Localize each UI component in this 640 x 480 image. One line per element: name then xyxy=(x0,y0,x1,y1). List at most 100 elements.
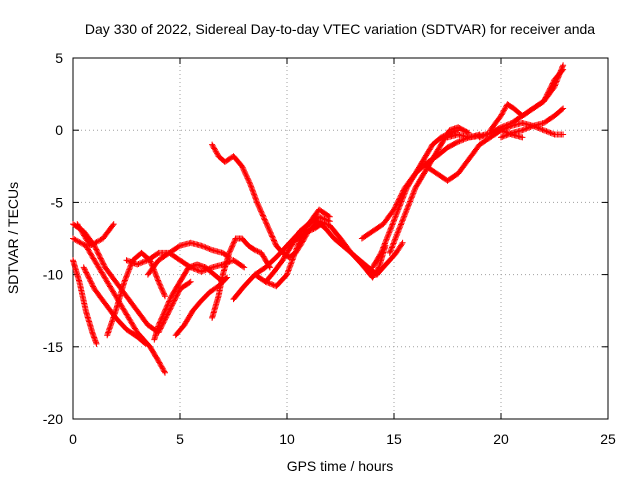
data-point xyxy=(414,187,416,189)
data-point xyxy=(307,223,309,225)
y-tick-label: -10 xyxy=(43,267,63,283)
data-point xyxy=(389,230,391,232)
data-point xyxy=(318,216,320,218)
data-point xyxy=(513,108,515,110)
data-point xyxy=(226,276,228,278)
data-point xyxy=(140,252,142,254)
data-point xyxy=(372,276,374,278)
data-point xyxy=(241,165,243,167)
data-point xyxy=(211,266,213,268)
data-point xyxy=(423,173,425,175)
x-tick-label: 0 xyxy=(69,431,77,447)
data-point xyxy=(168,310,170,312)
data-point xyxy=(102,238,104,239)
data-point xyxy=(136,336,138,338)
data-point xyxy=(158,324,160,326)
data-point xyxy=(115,281,117,283)
data-point xyxy=(196,263,198,265)
data-point xyxy=(211,317,213,319)
data-point xyxy=(372,230,374,232)
data-point xyxy=(275,285,277,287)
data-point xyxy=(233,155,234,157)
data-point xyxy=(126,328,127,330)
data-point xyxy=(521,136,523,138)
data-point xyxy=(554,86,555,88)
data-point xyxy=(218,295,220,297)
data-point xyxy=(340,238,341,239)
y-tick-label: -5 xyxy=(51,194,64,210)
data-point xyxy=(554,79,555,81)
data-point xyxy=(521,115,523,117)
data-point xyxy=(382,266,384,268)
data-point xyxy=(168,252,170,254)
data-point xyxy=(147,259,149,261)
data-point xyxy=(457,134,459,136)
data-point xyxy=(395,252,397,254)
data-point xyxy=(91,331,93,333)
data-point xyxy=(262,216,264,218)
series-sat-x xyxy=(476,66,567,141)
data-point xyxy=(76,223,78,225)
data-point xyxy=(397,209,399,211)
data-point xyxy=(367,266,369,268)
data-point xyxy=(269,266,271,268)
data-point xyxy=(397,230,399,232)
data-point xyxy=(254,249,256,251)
data-point xyxy=(158,360,160,362)
data-point xyxy=(532,125,534,127)
data-point xyxy=(85,245,87,247)
data-point xyxy=(562,134,564,136)
data-point xyxy=(222,274,224,276)
data-point xyxy=(432,158,434,160)
y-tick-label: 5 xyxy=(55,50,63,66)
data-point xyxy=(440,136,442,138)
data-point xyxy=(543,122,545,124)
data-point xyxy=(200,271,202,273)
x-tick-label: 20 xyxy=(493,431,509,447)
series-sat-d xyxy=(74,221,117,249)
data-point xyxy=(389,252,391,254)
data-point xyxy=(265,266,267,268)
data-point xyxy=(468,136,470,138)
data-point xyxy=(423,158,425,160)
data-point xyxy=(113,223,115,225)
data-point xyxy=(170,295,172,297)
data-point xyxy=(183,324,185,326)
data-point xyxy=(111,288,113,290)
data-point xyxy=(500,136,502,138)
data-point xyxy=(329,220,331,222)
data-point xyxy=(85,310,87,312)
data-point xyxy=(436,173,438,175)
data-point xyxy=(200,245,202,247)
data-point xyxy=(406,209,408,211)
data-point xyxy=(106,334,108,336)
data-point xyxy=(457,126,459,128)
data-point xyxy=(72,223,74,225)
data-point xyxy=(158,281,160,283)
data-point xyxy=(211,249,213,251)
data-point xyxy=(382,223,384,225)
data-point xyxy=(192,310,194,312)
data-point xyxy=(126,295,127,297)
data-point xyxy=(468,132,470,134)
data-point xyxy=(447,147,448,149)
data-point xyxy=(164,372,166,374)
data-point xyxy=(269,230,271,232)
data-point xyxy=(275,245,277,247)
data-point xyxy=(521,129,523,131)
data-point xyxy=(158,259,160,261)
data-point xyxy=(393,209,395,211)
data-point xyxy=(329,225,331,227)
data-point xyxy=(402,242,404,244)
y-axis-label: SDTVAR / TECUs xyxy=(5,182,21,294)
data-point xyxy=(361,263,363,265)
data-point xyxy=(282,259,284,261)
data-point xyxy=(247,245,249,247)
data-point xyxy=(506,103,508,105)
data-point xyxy=(145,343,147,345)
data-point xyxy=(136,331,138,333)
data-point xyxy=(136,310,138,312)
data-point xyxy=(333,238,335,239)
data-point xyxy=(265,281,267,283)
data-point xyxy=(447,180,448,182)
